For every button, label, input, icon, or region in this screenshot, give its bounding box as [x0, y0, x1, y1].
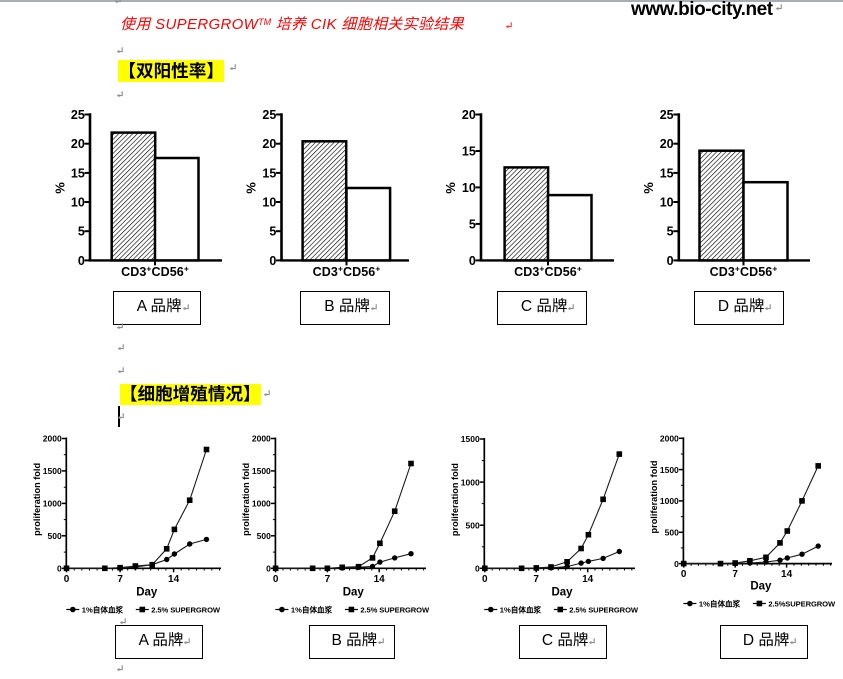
svg-text:%: %	[641, 182, 656, 194]
svg-text:proliferation fold: proliferation fold	[649, 461, 659, 534]
svg-text:Day: Day	[136, 587, 158, 599]
svg-text:0: 0	[269, 254, 276, 268]
svg-text:Day: Day	[750, 581, 772, 593]
svg-text:0: 0	[64, 574, 70, 585]
svg-text:25: 25	[71, 108, 85, 122]
svg-text:CD3+CD56+: CD3+CD56+	[710, 263, 778, 279]
svg-text:10: 10	[660, 195, 674, 209]
svg-text:1000: 1000	[252, 499, 271, 509]
svg-text:15: 15	[660, 166, 674, 180]
svg-text:1000: 1000	[660, 496, 679, 506]
svg-text:CD3+CD56+: CD3+CD56+	[313, 263, 381, 279]
svg-text:20: 20	[71, 137, 85, 151]
svg-text:%: %	[443, 182, 458, 194]
svg-text:0: 0	[475, 564, 480, 574]
svg-text:2000: 2000	[660, 434, 679, 444]
svg-text:%: %	[53, 182, 68, 194]
svg-text:2.5% SUPERGROW: 2.5% SUPERGROW	[569, 606, 639, 615]
svg-text:10: 10	[71, 195, 85, 209]
svg-text:2.5%SUPERGROW: 2.5%SUPERGROW	[768, 600, 836, 609]
svg-text:7: 7	[117, 574, 123, 585]
svg-text:7: 7	[533, 574, 539, 585]
svg-text:1500: 1500	[660, 465, 679, 475]
svg-text:500: 500	[665, 528, 679, 538]
svg-text:1000: 1000	[43, 499, 62, 509]
svg-text:5: 5	[269, 225, 276, 239]
svg-text:2000: 2000	[43, 434, 62, 444]
svg-text:%: %	[244, 182, 259, 194]
svg-text:2.5% SUPERGROW: 2.5% SUPERGROW	[151, 606, 221, 615]
svg-text:25: 25	[660, 108, 674, 122]
svg-text:15: 15	[262, 166, 276, 180]
svg-text:5: 5	[469, 217, 476, 231]
svg-text:15: 15	[71, 166, 85, 180]
svg-text:14: 14	[168, 574, 180, 585]
svg-text:CD3+CD56+: CD3+CD56+	[514, 263, 582, 279]
svg-text:0: 0	[57, 564, 62, 574]
svg-text:2.5% SUPERGROW: 2.5% SUPERGROW	[360, 606, 430, 615]
svg-text:25: 25	[262, 108, 276, 122]
svg-text:1500: 1500	[461, 434, 480, 444]
svg-text:0: 0	[273, 574, 279, 585]
svg-text:500: 500	[466, 520, 480, 530]
svg-text:0: 0	[482, 574, 488, 585]
svg-text:10: 10	[262, 195, 276, 209]
svg-text:0: 0	[681, 569, 687, 580]
svg-text:1500: 1500	[43, 466, 62, 476]
svg-text:20: 20	[660, 137, 674, 151]
svg-text:15: 15	[462, 144, 476, 158]
svg-text:1%自体血浆: 1%自体血浆	[500, 605, 542, 615]
svg-text:10: 10	[462, 181, 476, 195]
svg-text:1%自体血浆: 1%自体血浆	[82, 605, 124, 615]
svg-text:7: 7	[732, 569, 738, 580]
svg-text:0: 0	[266, 564, 271, 574]
svg-text:14: 14	[374, 574, 386, 585]
svg-text:5: 5	[667, 225, 674, 239]
svg-text:500: 500	[257, 531, 271, 541]
svg-text:Day: Day	[551, 587, 573, 599]
svg-text:14: 14	[781, 569, 793, 580]
svg-text:0: 0	[674, 559, 679, 569]
svg-text:500: 500	[48, 531, 62, 541]
svg-text:1%自体血浆: 1%自体血浆	[291, 605, 333, 615]
svg-text:proliferation fold: proliferation fold	[450, 463, 460, 536]
svg-text:7: 7	[325, 574, 331, 585]
svg-text:1000: 1000	[461, 477, 480, 487]
svg-text:Day: Day	[343, 587, 365, 599]
svg-text:2000: 2000	[252, 434, 271, 444]
svg-text:20: 20	[462, 108, 476, 122]
svg-text:20: 20	[262, 137, 276, 151]
svg-text:proliferation fold: proliferation fold	[241, 463, 251, 536]
svg-text:1500: 1500	[252, 466, 271, 476]
svg-text:0: 0	[469, 254, 476, 268]
svg-text:5: 5	[78, 225, 85, 239]
svg-text:0: 0	[78, 254, 85, 268]
svg-text:1%自体血浆: 1%自体血浆	[699, 599, 741, 609]
svg-text:proliferation fold: proliferation fold	[32, 463, 42, 536]
svg-text:CD3+CD56+: CD3+CD56+	[121, 263, 189, 279]
svg-text:0: 0	[667, 254, 674, 268]
svg-text:14: 14	[582, 574, 594, 585]
